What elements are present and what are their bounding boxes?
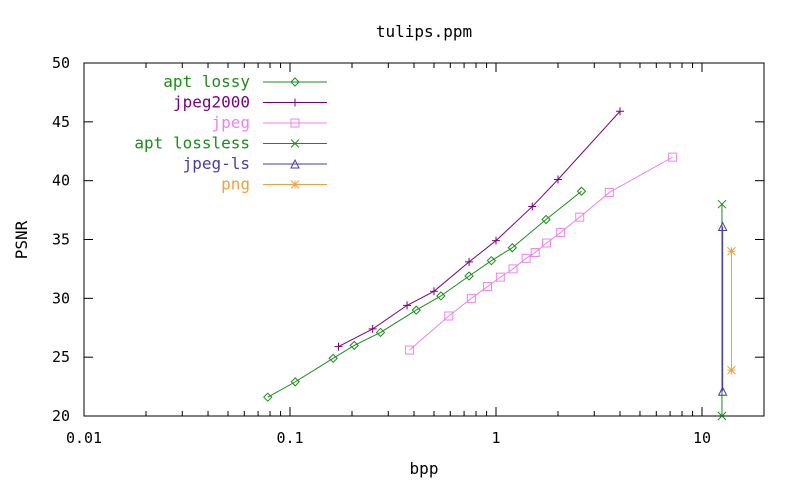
legend-label: jpeg — [211, 113, 250, 132]
legend-marker — [290, 118, 300, 128]
chart-title: tulips.ppm — [376, 22, 472, 41]
data-point — [576, 186, 587, 196]
series-jpeg2000 — [334, 107, 625, 351]
data-point — [616, 107, 625, 116]
data-point — [668, 152, 678, 162]
y-tick-label: 30 — [52, 289, 70, 307]
legend-label: png — [221, 175, 250, 194]
data-point — [486, 255, 497, 266]
data-point — [554, 175, 563, 184]
plot-area: 20 25 30 35 40 45 50 0.01 0.1 1 10 apt lossy jpeg20… — [52, 54, 765, 447]
axis-ticks: 20 25 30 35 40 45 50 0.01 0.1 1 10 — [52, 54, 765, 447]
data-point — [541, 214, 551, 225]
data-point — [404, 345, 414, 355]
plot-frame — [83, 62, 765, 417]
data-point — [466, 293, 476, 303]
data-point — [727, 246, 736, 256]
x-tick-label: 10 — [693, 429, 711, 447]
data-point — [507, 243, 518, 253]
y-tick-label: 50 — [52, 54, 70, 72]
legend-marker — [290, 77, 300, 87]
data-point — [334, 342, 343, 351]
x-axis-label: bpp — [410, 459, 439, 478]
y-axis-label: PSNR — [12, 220, 31, 259]
data-point — [411, 305, 421, 315]
data-point — [429, 287, 438, 296]
data-point — [542, 238, 552, 248]
data-point — [717, 411, 727, 421]
data-point — [464, 271, 474, 281]
data-point — [290, 377, 300, 387]
legend-marker — [290, 139, 300, 148]
data-point — [263, 392, 273, 402]
legend-label: apt lossless — [134, 134, 250, 153]
y-tick-label: 20 — [52, 407, 70, 425]
data-point — [575, 212, 585, 222]
data-point — [483, 282, 493, 292]
series-png — [727, 246, 736, 375]
data-point — [436, 291, 446, 301]
data-point — [556, 227, 566, 237]
y-tick-label: 40 — [52, 172, 70, 190]
y-tick-label: 45 — [52, 113, 70, 131]
data-point — [349, 340, 359, 351]
series-apt-lossy — [263, 186, 587, 402]
data-point — [444, 311, 454, 321]
legend-marker — [290, 180, 300, 189]
series-jpeg — [404, 152, 678, 355]
series-apt-lossless — [717, 199, 727, 421]
data-point — [521, 253, 531, 263]
data-point — [530, 247, 540, 257]
series-layer — [263, 107, 736, 421]
legend-label: apt lossy — [163, 72, 250, 91]
y-tick-label: 25 — [52, 348, 70, 366]
legend-label: jpeg-ls — [183, 154, 250, 173]
x-tick-label: 0.1 — [276, 429, 303, 447]
legend-label: jpeg2000 — [173, 93, 250, 112]
data-point — [717, 386, 728, 396]
series-line — [267, 190, 582, 398]
legend-marker — [290, 158, 300, 169]
data-point — [403, 301, 412, 310]
data-point — [375, 327, 386, 338]
data-point — [604, 187, 614, 197]
data-point — [717, 221, 728, 232]
legend-marker — [291, 98, 299, 107]
data-point — [717, 199, 727, 209]
series-line — [338, 110, 621, 348]
data-point — [491, 236, 500, 245]
data-point — [528, 202, 537, 211]
data-point — [508, 264, 518, 274]
y-tick-label: 35 — [52, 231, 70, 249]
series-line — [409, 156, 673, 351]
data-point — [495, 272, 505, 282]
data-point — [465, 257, 474, 266]
x-tick-label: 0.01 — [66, 429, 102, 447]
data-point — [368, 324, 377, 333]
series-jpeg-ls — [717, 221, 728, 396]
x-tick-label: 1 — [491, 429, 500, 447]
data-point — [727, 365, 736, 375]
data-point — [328, 353, 338, 364]
